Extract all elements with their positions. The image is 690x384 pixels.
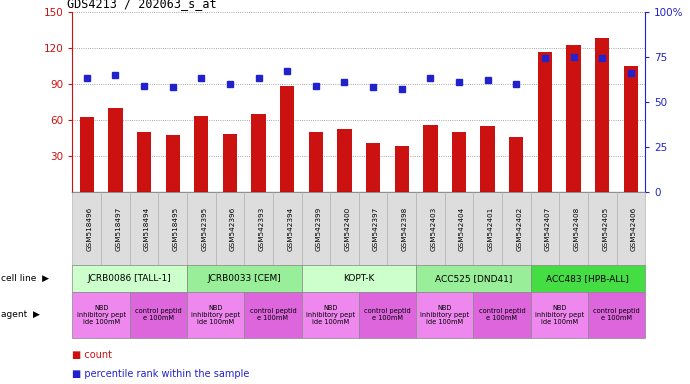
Text: GSM518496: GSM518496 [87, 206, 92, 251]
Bar [480, 126, 495, 192]
Bar [538, 53, 552, 192]
Text: GDS4213 / 202063_s_at: GDS4213 / 202063_s_at [67, 0, 217, 10]
Text: JCRB0033 [CEM]: JCRB0033 [CEM] [208, 274, 281, 283]
Bar [308, 132, 323, 192]
Bar [108, 108, 123, 192]
Bar [223, 134, 237, 192]
Text: ■ percentile rank within the sample: ■ percentile rank within the sample [72, 369, 250, 379]
Bar [79, 118, 94, 192]
Text: control peptid
e 100mM: control peptid e 100mM [135, 308, 181, 321]
Text: GSM542393: GSM542393 [259, 206, 264, 251]
Text: ACC525 [DND41]: ACC525 [DND41] [435, 274, 512, 283]
Bar [166, 136, 180, 192]
Bar [194, 116, 208, 192]
Text: NBD
inhibitory pept
ide 100mM: NBD inhibitory pept ide 100mM [191, 305, 240, 325]
Text: GSM542406: GSM542406 [631, 206, 637, 251]
Bar [251, 114, 266, 192]
Bar [137, 132, 151, 192]
Text: GSM542408: GSM542408 [573, 206, 580, 251]
Text: GSM542399: GSM542399 [316, 206, 322, 251]
Text: GSM542402: GSM542402 [516, 206, 522, 251]
Text: JCRB0086 [TALL-1]: JCRB0086 [TALL-1] [88, 274, 172, 283]
Text: NBD
inhibitory pept
ide 100mM: NBD inhibitory pept ide 100mM [420, 305, 469, 325]
Text: ACC483 [HPB-ALL]: ACC483 [HPB-ALL] [546, 274, 629, 283]
Text: control peptid
e 100mM: control peptid e 100mM [593, 308, 640, 321]
Text: GSM542405: GSM542405 [602, 206, 608, 251]
Bar [337, 129, 352, 192]
Text: GSM542395: GSM542395 [201, 206, 207, 251]
Text: GSM542397: GSM542397 [373, 206, 379, 251]
Text: NBD
inhibitory pept
ide 100mM: NBD inhibitory pept ide 100mM [535, 305, 584, 325]
Text: control peptid
e 100mM: control peptid e 100mM [479, 308, 525, 321]
Text: NBD
inhibitory pept
ide 100mM: NBD inhibitory pept ide 100mM [77, 305, 126, 325]
Bar [280, 86, 295, 192]
Text: ■ count: ■ count [72, 350, 112, 360]
Bar [509, 137, 524, 192]
Text: GSM518494: GSM518494 [144, 206, 150, 251]
Text: control peptid
e 100mM: control peptid e 100mM [364, 308, 411, 321]
Bar [595, 38, 609, 192]
Text: control peptid
e 100mM: control peptid e 100mM [250, 308, 296, 321]
Text: GSM518497: GSM518497 [115, 206, 121, 251]
Text: GSM542404: GSM542404 [459, 206, 465, 251]
Text: NBD
inhibitory pept
ide 100mM: NBD inhibitory pept ide 100mM [306, 305, 355, 325]
Text: GSM542398: GSM542398 [402, 206, 408, 251]
Text: KOPT-K: KOPT-K [343, 274, 375, 283]
Text: agent  ▶: agent ▶ [1, 310, 39, 319]
Text: GSM542403: GSM542403 [431, 206, 436, 251]
Bar [395, 146, 409, 192]
Text: GSM542400: GSM542400 [344, 206, 351, 251]
Text: GSM542401: GSM542401 [488, 206, 493, 251]
Bar [624, 66, 638, 192]
Text: GSM518495: GSM518495 [172, 206, 179, 251]
Text: GSM542394: GSM542394 [287, 206, 293, 251]
Bar [423, 125, 437, 192]
Bar [566, 45, 581, 192]
Text: cell line  ▶: cell line ▶ [1, 274, 49, 283]
Bar [366, 143, 380, 192]
Text: GSM542407: GSM542407 [545, 206, 551, 251]
Bar [452, 132, 466, 192]
Text: GSM542396: GSM542396 [230, 206, 236, 251]
